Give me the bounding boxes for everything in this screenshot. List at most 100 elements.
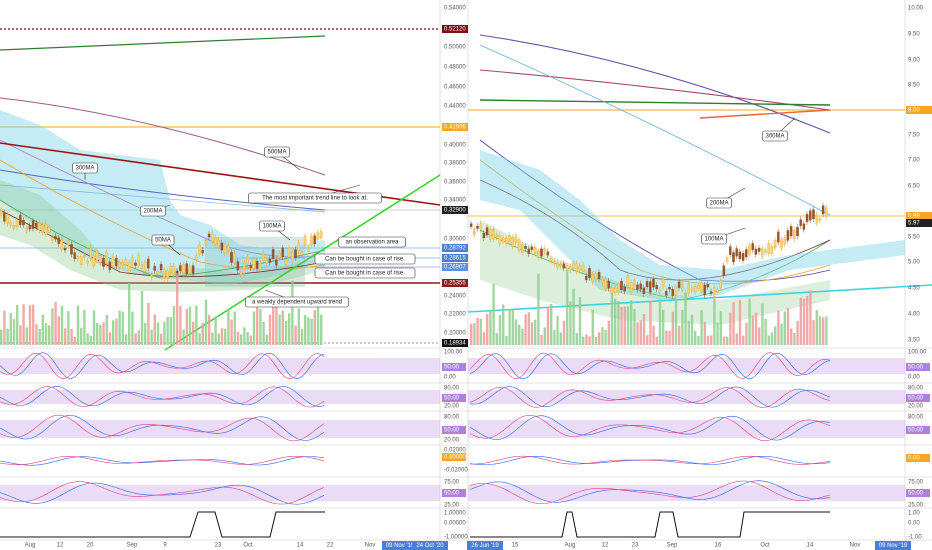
candle <box>722 265 726 276</box>
candle <box>485 227 489 236</box>
candle <box>623 286 626 292</box>
time-axis-label: Aug <box>565 543 576 549</box>
volume-bar <box>633 309 636 345</box>
volume-bar <box>297 308 300 345</box>
volume-bar <box>96 323 99 345</box>
volume-bar <box>799 297 802 345</box>
callout-text: 300MA <box>75 166 94 172</box>
volume-bar <box>32 304 35 345</box>
volume-bar <box>233 311 236 345</box>
candle <box>316 232 320 240</box>
volume-bar <box>272 306 275 345</box>
volume-bar <box>514 319 518 345</box>
candle <box>537 251 540 258</box>
price-tag <box>442 263 468 271</box>
volume-bar <box>694 330 697 345</box>
callout-text: 500MA <box>267 150 286 156</box>
price-tag-label: 0.28792 <box>444 246 466 252</box>
candle <box>613 288 617 293</box>
volume-bar <box>243 327 246 345</box>
candle <box>182 264 185 275</box>
indicator-axis-label: 20.00 <box>908 404 924 410</box>
candle <box>214 237 217 245</box>
indicator-axis-label: 20.00 <box>444 404 460 410</box>
indicator-tag <box>442 426 466 434</box>
candle <box>578 265 582 271</box>
volume-bar <box>726 336 729 345</box>
volume-bar <box>636 322 639 345</box>
volume-bar <box>188 306 192 345</box>
volume-bar <box>211 332 214 345</box>
indicator-axis-label: 50.00 <box>908 491 924 497</box>
volume-bar <box>751 315 754 345</box>
price-axis-label: 0.48000 <box>444 65 466 71</box>
volume-bar <box>92 310 96 345</box>
time-axis-label: 22 <box>327 543 334 549</box>
candle <box>140 264 144 269</box>
volume-bar <box>473 323 476 345</box>
candle <box>294 249 297 259</box>
volume-bar <box>35 324 38 345</box>
volume-bar <box>128 283 131 345</box>
volume-bar <box>124 334 128 345</box>
volume-bar <box>105 314 108 345</box>
candle <box>553 260 556 264</box>
indicator-line <box>0 482 325 505</box>
volume-bar <box>112 320 115 345</box>
candle <box>220 242 224 251</box>
candle <box>575 263 578 272</box>
candle <box>693 286 697 292</box>
indicator-tag <box>906 363 930 371</box>
indicator-axis-label: 0.00 <box>908 456 920 462</box>
price-tag-label: 0.52120 <box>444 27 466 33</box>
time-axis-label: 15 <box>512 543 519 549</box>
time-axis-label: 14 <box>297 543 304 549</box>
volume-bar <box>224 328 227 345</box>
candle <box>588 268 591 278</box>
candle <box>530 246 534 250</box>
volume-bar <box>774 326 777 345</box>
candle <box>783 237 786 245</box>
candle <box>118 261 121 268</box>
candle <box>287 247 291 258</box>
candle <box>47 227 51 233</box>
candle <box>565 265 569 270</box>
candle <box>825 207 828 217</box>
volume-bar <box>498 315 502 345</box>
time-axis-label: 16 <box>715 543 722 549</box>
candle <box>307 247 310 252</box>
indicator-axis-label: 50.00 <box>444 491 460 497</box>
price-tag-label: 5.97 <box>908 221 920 227</box>
candle <box>469 223 473 227</box>
candle <box>172 265 176 275</box>
price-axis-label: 5.50 <box>908 235 920 241</box>
candle <box>86 260 89 264</box>
volume-bar <box>22 304 25 345</box>
candle <box>809 210 812 221</box>
candle <box>284 259 288 265</box>
volume-bar <box>99 324 102 345</box>
volume-bar <box>777 310 780 345</box>
price-tag <box>906 106 932 114</box>
volume-bar <box>770 332 774 345</box>
candle <box>476 225 479 229</box>
volume-bar <box>540 334 543 345</box>
callout-box <box>259 220 285 232</box>
callout-box <box>338 236 406 248</box>
indicator-line <box>469 386 831 408</box>
indicator-axis-label: 50.00 <box>444 428 460 434</box>
candle <box>636 284 639 290</box>
candle <box>204 240 208 245</box>
candle <box>54 236 57 240</box>
candle <box>610 287 614 294</box>
volume-bar <box>604 329 607 345</box>
volume-bar <box>140 291 144 345</box>
volume-bar <box>268 314 272 345</box>
time-axis-label: Sep <box>667 543 678 549</box>
volume-bar <box>546 306 550 345</box>
candle <box>19 215 22 225</box>
price-tag-label: 0.41906 <box>444 125 466 131</box>
volume-bar <box>690 314 694 345</box>
volume-bar <box>569 301 572 345</box>
volume-bar <box>630 300 633 345</box>
